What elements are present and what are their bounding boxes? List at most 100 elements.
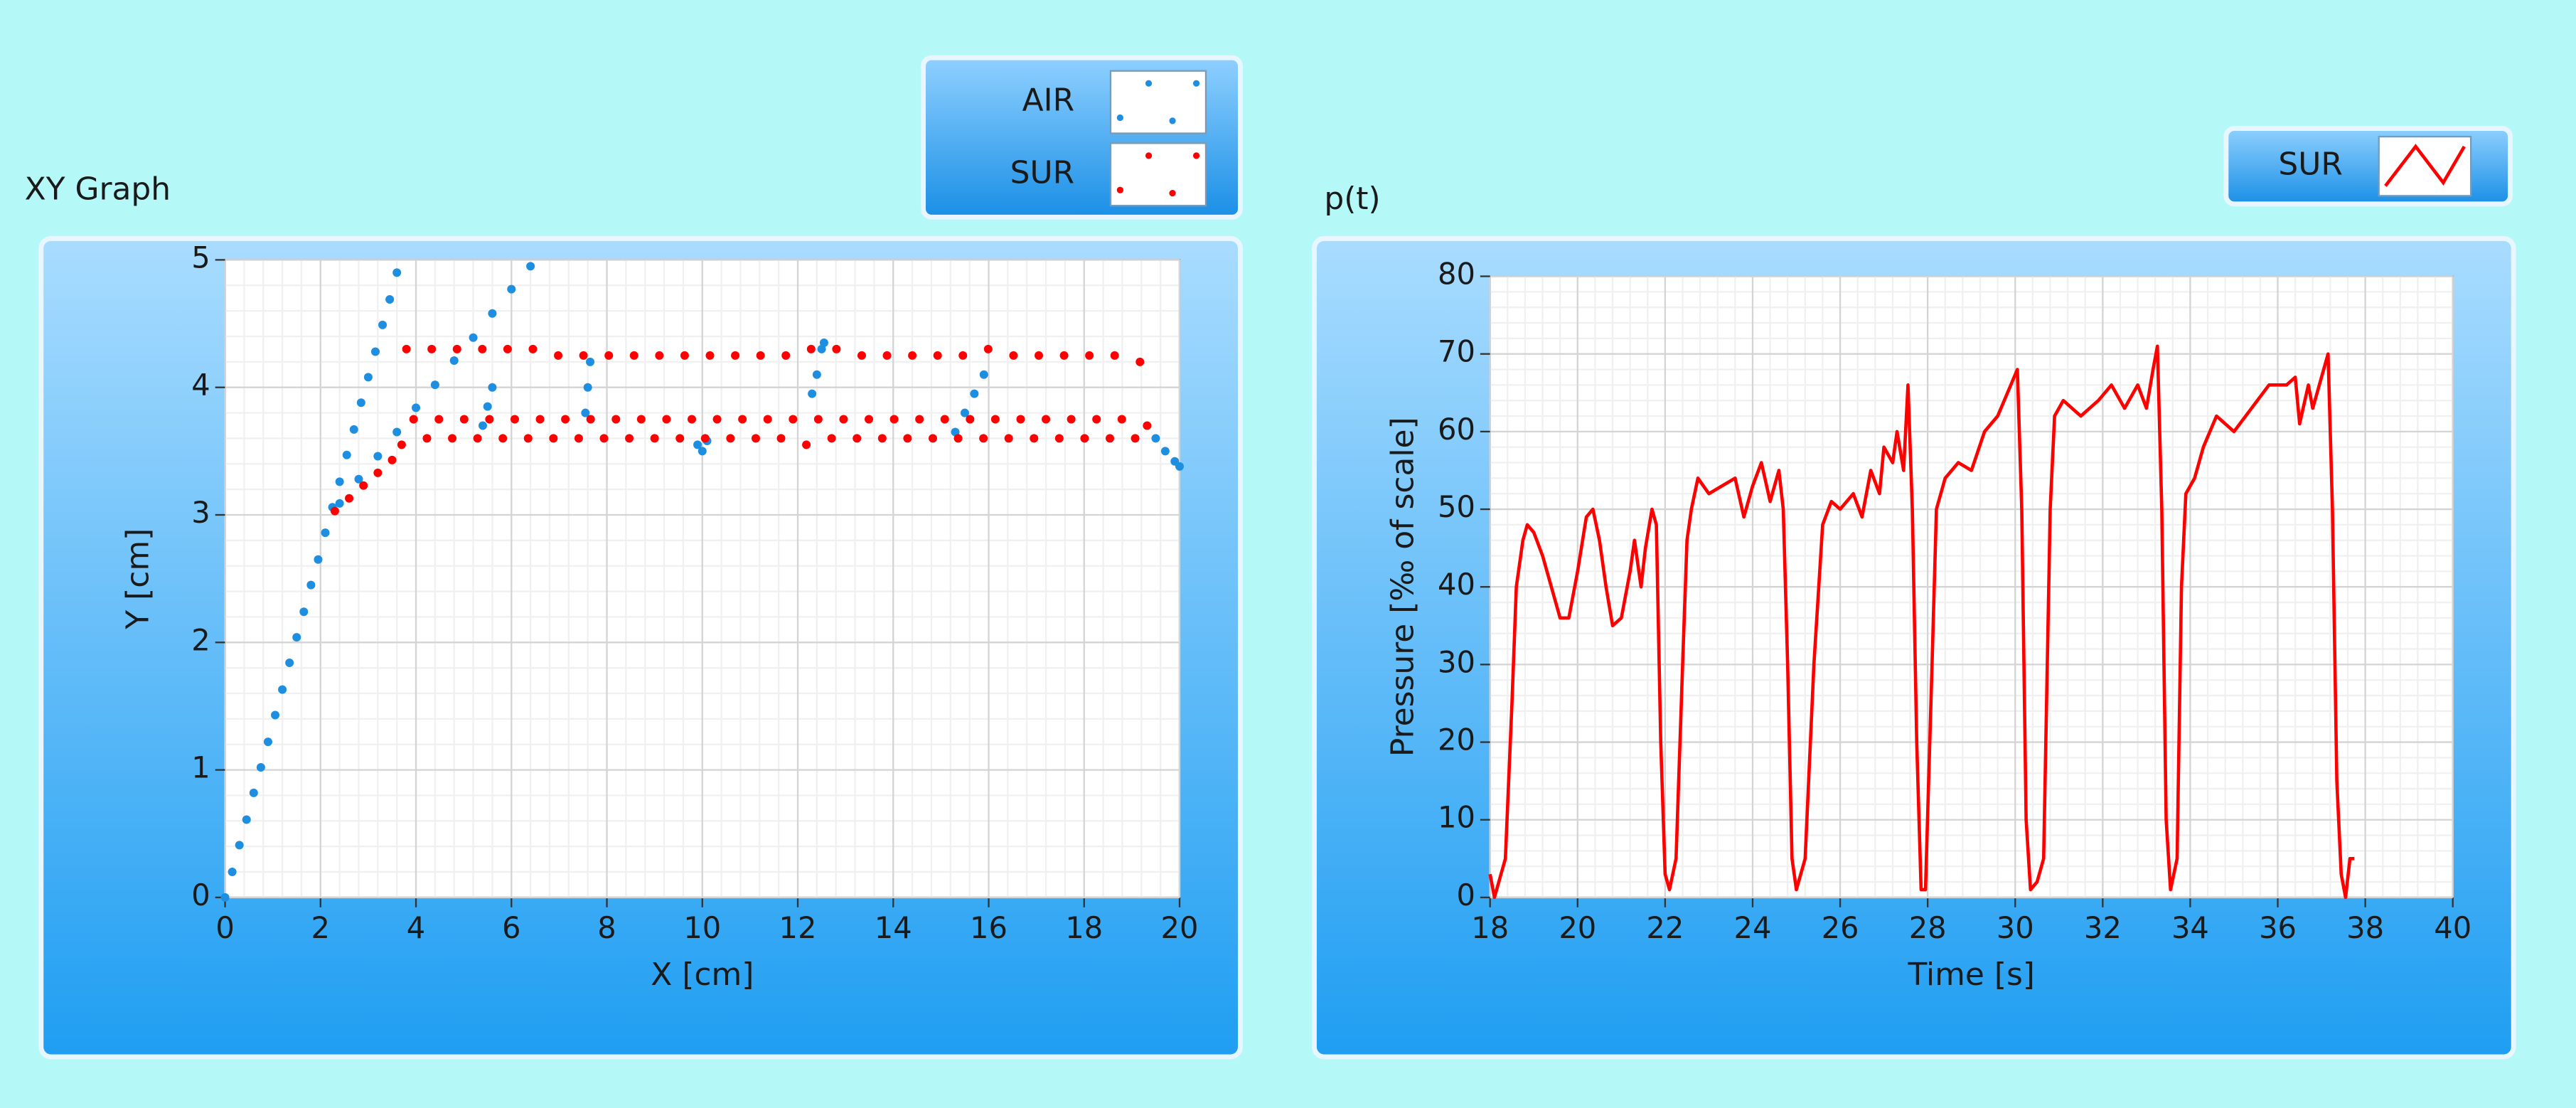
x-tick-label: 20 xyxy=(1161,910,1199,945)
point xyxy=(528,344,538,353)
point xyxy=(966,415,975,424)
point xyxy=(629,351,638,360)
point xyxy=(940,415,949,424)
y-tick-label: 3 xyxy=(191,495,210,530)
point xyxy=(1009,351,1018,360)
point xyxy=(705,351,715,360)
point xyxy=(1030,434,1039,443)
point xyxy=(402,344,411,353)
point xyxy=(430,380,439,390)
y-tick-label: 1 xyxy=(191,750,210,785)
point xyxy=(951,427,960,437)
point xyxy=(1085,351,1094,360)
point xyxy=(409,415,418,424)
point xyxy=(388,455,397,464)
point xyxy=(979,434,988,443)
point xyxy=(356,398,365,407)
point xyxy=(370,347,380,356)
point xyxy=(781,351,791,360)
x-tick-label: 22 xyxy=(1646,910,1684,945)
point xyxy=(228,868,237,877)
plot-marks xyxy=(1488,344,2355,900)
point xyxy=(434,415,444,424)
point xyxy=(680,351,689,360)
x-tick-label: 10 xyxy=(683,910,721,945)
point xyxy=(908,351,917,360)
plot-marks xyxy=(220,262,1185,902)
point xyxy=(1042,415,1051,424)
x-tick-label: 2 xyxy=(311,910,330,945)
x-tick-label: 28 xyxy=(1909,910,1947,945)
y-tick-label: 2 xyxy=(191,622,210,657)
point xyxy=(249,788,258,797)
x-tick-label: 14 xyxy=(875,910,912,945)
x-tick-label: 24 xyxy=(1734,910,1772,945)
point xyxy=(625,434,634,443)
point xyxy=(359,481,368,490)
point xyxy=(827,434,836,443)
point xyxy=(345,494,354,503)
legend-label: AIR xyxy=(1022,82,1074,119)
point xyxy=(354,474,363,484)
point xyxy=(549,434,558,443)
point xyxy=(473,434,482,443)
point xyxy=(427,344,437,353)
point xyxy=(857,351,866,360)
point xyxy=(688,415,697,424)
point xyxy=(979,370,988,379)
point xyxy=(1117,415,1126,424)
point xyxy=(378,320,388,329)
point xyxy=(1131,434,1140,443)
point xyxy=(1092,415,1101,424)
point xyxy=(960,408,969,417)
point xyxy=(263,737,272,747)
point xyxy=(392,268,402,277)
point xyxy=(611,415,621,424)
point xyxy=(574,434,583,443)
point xyxy=(523,434,533,443)
point xyxy=(903,434,912,443)
point xyxy=(330,506,339,516)
point xyxy=(363,373,373,382)
point xyxy=(889,415,899,424)
point xyxy=(1143,421,1152,430)
point xyxy=(819,338,828,347)
point xyxy=(483,402,492,411)
point xyxy=(738,415,747,424)
point xyxy=(693,440,702,449)
point xyxy=(599,434,609,443)
x-tick-label: 20 xyxy=(1559,910,1596,945)
point xyxy=(285,658,294,668)
point xyxy=(1110,351,1119,360)
y-tick-label: 4 xyxy=(191,368,210,403)
point xyxy=(958,351,968,360)
legend-key xyxy=(2378,135,2472,197)
point xyxy=(503,344,512,353)
legend-line xyxy=(2384,144,2466,187)
point xyxy=(422,434,432,443)
x-tick-label: 38 xyxy=(2346,910,2384,945)
legend-dot xyxy=(1192,80,1200,87)
point xyxy=(1059,351,1069,360)
point xyxy=(586,415,595,424)
point xyxy=(675,434,685,443)
legend-key xyxy=(1109,70,1207,134)
point xyxy=(751,434,760,443)
point xyxy=(271,710,280,720)
point xyxy=(485,415,494,424)
point xyxy=(853,434,862,443)
point xyxy=(808,389,817,398)
point xyxy=(220,893,230,902)
legend-label: SUR xyxy=(2278,147,2342,183)
point xyxy=(235,841,244,850)
x-tick-label: 6 xyxy=(502,910,520,945)
y-tick-label: 40 xyxy=(1438,567,1475,602)
point xyxy=(342,450,351,459)
point xyxy=(412,403,421,412)
point xyxy=(1151,434,1160,443)
point xyxy=(583,383,592,392)
point xyxy=(554,351,563,360)
point xyxy=(915,415,924,424)
x-axis-label: X [cm] xyxy=(651,957,754,993)
